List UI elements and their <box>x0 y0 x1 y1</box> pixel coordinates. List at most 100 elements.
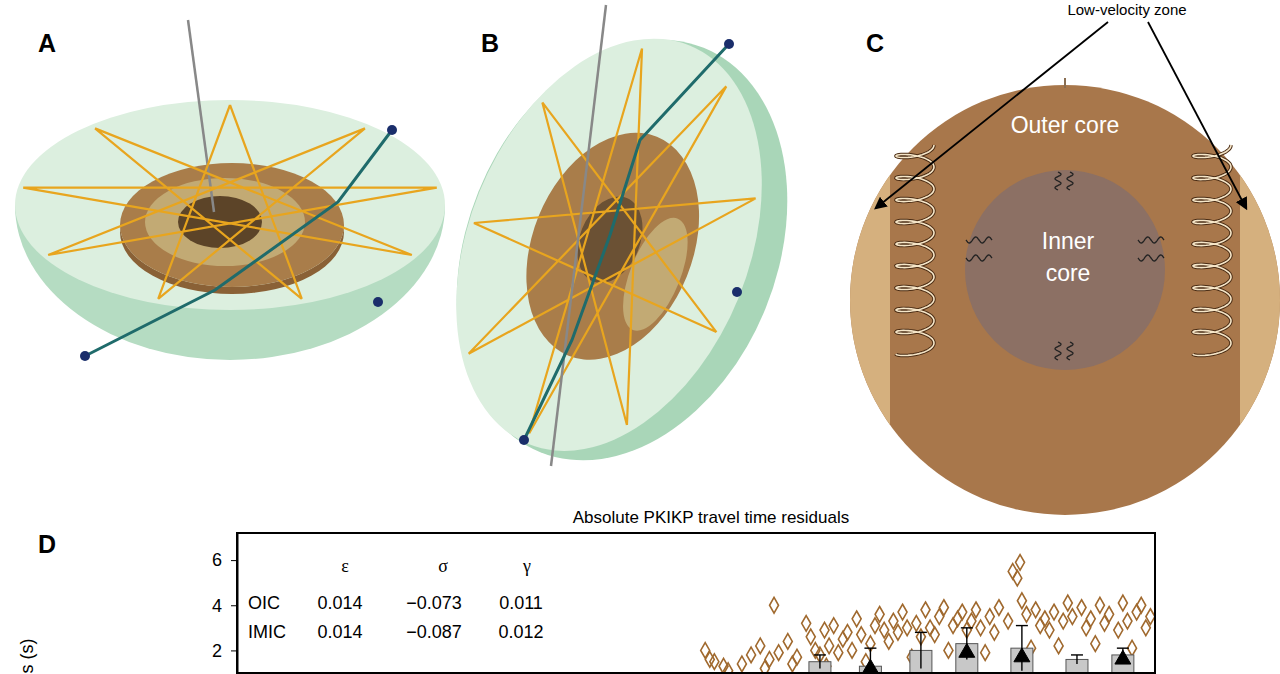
y-tick-mark <box>231 605 237 606</box>
error-bar <box>915 632 927 668</box>
point <box>783 634 792 650</box>
y-tick: 6 <box>212 550 237 570</box>
point <box>976 620 985 636</box>
point <box>829 618 838 634</box>
wave <box>966 255 992 261</box>
axis-c <box>1064 78 1066 88</box>
point <box>848 643 857 659</box>
y-tick: 2 <box>212 641 237 661</box>
panel-c: Low-velocity zoneOuter coreInnercore <box>840 1 1280 520</box>
point <box>1100 616 1109 632</box>
panel-label: C <box>866 29 884 57</box>
chart-title: Absolute PKIKP travel time residuals <box>573 508 850 527</box>
error-cap <box>915 632 927 633</box>
y-axis: 2 4 6 <box>212 534 238 674</box>
point <box>1068 609 1077 625</box>
ray-path-b <box>524 45 728 440</box>
plot-area <box>701 555 1155 673</box>
wave <box>1055 172 1061 190</box>
station <box>724 39 734 49</box>
point <box>834 645 843 661</box>
table-cell: 0.014 <box>317 593 362 613</box>
point <box>1059 613 1068 629</box>
point <box>770 597 779 613</box>
y-tick-label: 4 <box>212 596 222 616</box>
point <box>912 616 921 632</box>
helix-shadow <box>1193 145 1231 356</box>
label-inner-core: Inner <box>1042 228 1095 254</box>
table-cell: 0.012 <box>498 622 543 642</box>
point <box>820 622 829 638</box>
y-tick-label: 6 <box>212 550 222 570</box>
point <box>971 602 980 618</box>
label-outer-core: Outer core <box>1011 112 1120 138</box>
point <box>1054 638 1063 654</box>
point <box>990 625 999 641</box>
y-tick-mark <box>231 560 237 561</box>
point <box>1014 648 1030 662</box>
point <box>1077 600 1086 616</box>
point <box>1013 570 1022 586</box>
plot-frame <box>237 533 1155 673</box>
station <box>80 351 90 361</box>
point <box>930 627 939 643</box>
point <box>898 604 907 620</box>
wave <box>1055 342 1061 360</box>
table-row-label: IMIC <box>248 622 286 642</box>
error-cap <box>1016 625 1028 626</box>
ray-path-a <box>85 130 392 356</box>
point <box>981 645 990 661</box>
annotation: Low-velocity zone <box>1067 1 1186 18</box>
point <box>958 604 967 620</box>
error-stem <box>819 655 820 669</box>
y-tick-label: 2 <box>212 641 222 661</box>
point <box>802 616 811 632</box>
station <box>387 125 397 135</box>
error-cap <box>961 627 973 628</box>
point <box>1118 595 1127 611</box>
point <box>724 663 733 673</box>
band-right <box>1240 80 1280 520</box>
table-row-label: OIC <box>248 593 280 613</box>
ray-star-a <box>23 105 437 299</box>
point <box>1115 650 1131 664</box>
panel-label: D <box>38 530 56 558</box>
error-cap <box>1071 654 1083 655</box>
error-stem <box>920 632 921 668</box>
point <box>705 652 714 668</box>
point <box>893 625 902 641</box>
table-cell: −0.073 <box>406 593 462 613</box>
point <box>774 645 783 661</box>
panel-b <box>397 0 848 510</box>
point <box>944 643 953 659</box>
point <box>701 643 710 659</box>
table-cell: 0.014 <box>317 622 362 642</box>
point <box>1095 597 1104 613</box>
point <box>985 609 994 625</box>
table-header: γ <box>522 556 531 576</box>
point <box>935 609 944 625</box>
point <box>875 607 884 623</box>
table-cell: 0.011 <box>499 593 543 613</box>
hemisphere-face-b <box>399 0 820 497</box>
y-tick-mark <box>231 650 237 651</box>
panel-d: Absolute PKIKP travel time residuals246s… <box>17 508 1155 674</box>
point <box>1091 636 1100 652</box>
wave <box>1138 237 1164 243</box>
point <box>1017 593 1026 609</box>
point <box>903 620 912 636</box>
panel-label: B <box>481 29 499 57</box>
error-cap <box>864 647 876 648</box>
point <box>857 627 866 643</box>
point <box>737 656 746 672</box>
y-tick: 4 <box>212 596 237 616</box>
wave <box>1067 342 1073 360</box>
point <box>1105 607 1114 623</box>
station <box>732 287 742 297</box>
wave <box>966 237 992 243</box>
point <box>765 652 774 668</box>
error-stem <box>1076 655 1077 664</box>
point <box>806 629 815 645</box>
station <box>373 297 383 307</box>
point <box>1086 611 1095 627</box>
